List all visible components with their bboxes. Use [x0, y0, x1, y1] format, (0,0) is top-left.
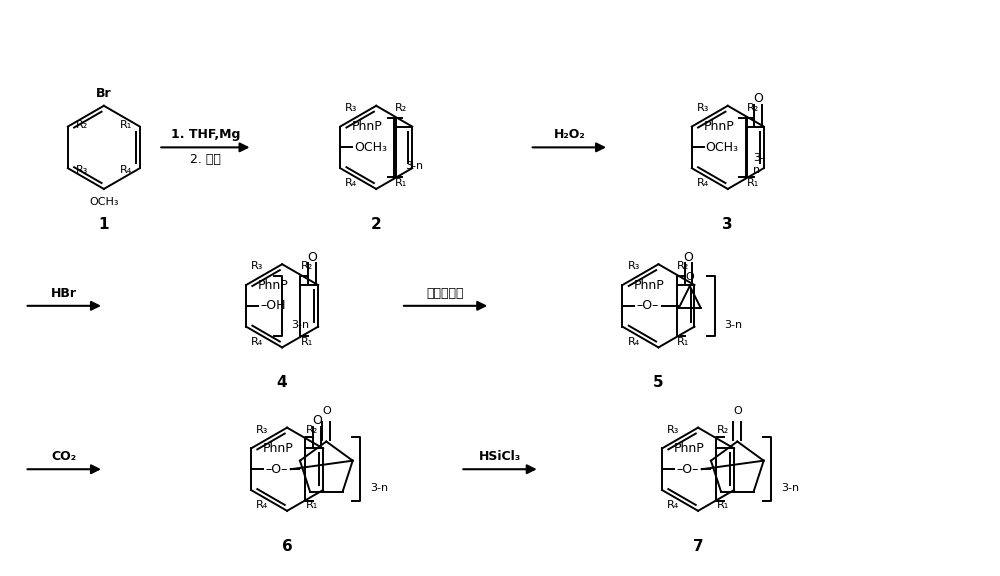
- Text: O: O: [684, 251, 693, 264]
- Text: R₂: R₂: [395, 103, 407, 113]
- Text: R₂: R₂: [306, 425, 318, 434]
- Text: O: O: [312, 414, 322, 427]
- Text: O: O: [322, 406, 331, 416]
- Text: R₂: R₂: [76, 120, 88, 130]
- Text: R₁: R₁: [301, 336, 313, 347]
- Text: –O–: –O–: [636, 300, 659, 312]
- Text: 3-n: 3-n: [370, 483, 388, 493]
- Text: 2: 2: [371, 217, 382, 232]
- Text: R₃: R₃: [76, 165, 88, 175]
- Text: R₃: R₃: [627, 261, 640, 271]
- Text: R₁: R₁: [120, 120, 132, 130]
- Text: R₃: R₃: [345, 103, 358, 113]
- Text: PhnP: PhnP: [352, 120, 383, 133]
- Text: PhnP: PhnP: [263, 442, 293, 455]
- Text: PhnP: PhnP: [258, 279, 288, 291]
- Text: R₃: R₃: [251, 261, 263, 271]
- Text: R₄: R₄: [697, 178, 709, 188]
- Text: R₄: R₄: [256, 500, 268, 510]
- Text: H₂O₂: H₂O₂: [553, 128, 585, 142]
- Text: R₁: R₁: [677, 336, 690, 347]
- Text: –O–: –O–: [265, 463, 287, 476]
- Text: O: O: [733, 406, 742, 416]
- Text: R₄: R₄: [120, 165, 132, 175]
- Text: n: n: [753, 165, 760, 175]
- Text: 3-n: 3-n: [292, 320, 310, 329]
- Text: CO₂: CO₂: [52, 450, 77, 463]
- Text: Br: Br: [96, 87, 112, 100]
- Text: R₂: R₂: [717, 425, 729, 434]
- Text: R₃: R₃: [667, 425, 679, 434]
- Text: R₃: R₃: [256, 425, 268, 434]
- Text: HSiCl₃: HSiCl₃: [479, 450, 521, 463]
- Text: OCH₃: OCH₃: [706, 141, 739, 154]
- Text: R₁: R₁: [717, 500, 729, 510]
- Text: R₁: R₁: [306, 500, 318, 510]
- Text: PhnP: PhnP: [634, 279, 665, 291]
- Text: R₄: R₄: [345, 178, 357, 188]
- Text: 6: 6: [282, 539, 292, 554]
- Text: PhnP: PhnP: [703, 120, 734, 133]
- Text: 3-n: 3-n: [406, 161, 424, 171]
- Text: PhnP: PhnP: [674, 442, 704, 455]
- Text: R₂: R₂: [301, 261, 313, 271]
- Text: HBr: HBr: [51, 287, 77, 300]
- Text: O: O: [685, 272, 694, 282]
- Text: 1: 1: [99, 217, 109, 232]
- Text: O: O: [753, 92, 763, 105]
- Text: OCH₃: OCH₃: [354, 141, 387, 154]
- Text: 1. THF,Mg: 1. THF,Mg: [171, 128, 240, 142]
- Text: 环氧氯丙烷: 环氧氯丙烷: [427, 287, 464, 300]
- Text: 3-: 3-: [753, 153, 764, 164]
- Text: –O–: –O–: [676, 463, 698, 476]
- Text: R₄: R₄: [627, 336, 640, 347]
- Text: OCH₃: OCH₃: [89, 197, 119, 207]
- Text: 3-n: 3-n: [781, 483, 799, 493]
- Text: R₂: R₂: [747, 103, 759, 113]
- Text: R₄: R₄: [667, 500, 679, 510]
- Text: 5: 5: [653, 375, 664, 390]
- Text: 3-n: 3-n: [724, 320, 743, 329]
- Text: 2. 磷源: 2. 磷源: [190, 153, 221, 166]
- Text: R₁: R₁: [395, 178, 407, 188]
- Text: R₁: R₁: [747, 178, 759, 188]
- Text: R₂: R₂: [677, 261, 690, 271]
- Text: R₄: R₄: [251, 336, 263, 347]
- Text: R₃: R₃: [697, 103, 709, 113]
- Text: –OH: –OH: [260, 300, 285, 312]
- Text: 4: 4: [277, 375, 287, 390]
- Text: 3: 3: [722, 217, 733, 232]
- Text: O: O: [307, 251, 317, 264]
- Text: 7: 7: [693, 539, 703, 554]
